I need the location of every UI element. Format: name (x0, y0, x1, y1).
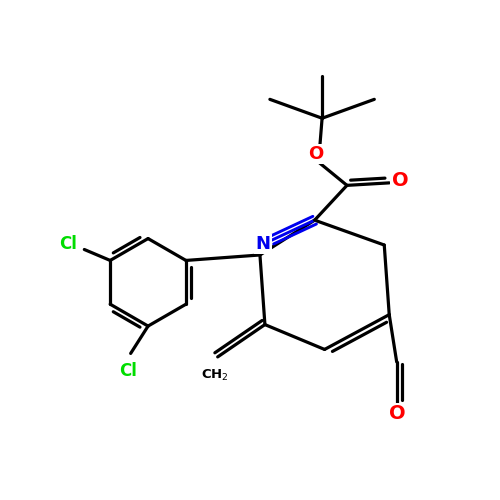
Text: O: O (308, 145, 324, 163)
Text: N: N (256, 235, 270, 253)
Text: O: O (392, 171, 408, 190)
Text: CH$_2$: CH$_2$ (202, 368, 229, 383)
Text: Cl: Cl (59, 234, 77, 252)
Text: Cl: Cl (119, 362, 137, 380)
Text: O: O (390, 404, 406, 423)
